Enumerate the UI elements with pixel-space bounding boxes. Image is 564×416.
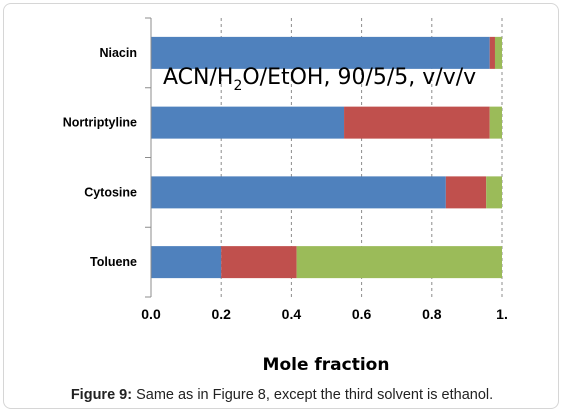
caption-text: Same as in Figure 8, except the third so… [132, 387, 494, 403]
x-tick-label: 1. [496, 306, 508, 322]
x-tick-label: 0.8 [422, 306, 442, 322]
x-tick-label: 0.0 [141, 306, 161, 322]
bar-cytosine-segment-2 [445, 176, 487, 209]
stacked-bar-chart: Niacin Nortriptyline Cytosine Toluene 0.0 0.2… [63, 17, 508, 375]
axes [145, 17, 152, 298]
bar-cytosine-segment-1 [151, 176, 446, 209]
category-label: Toluene [90, 255, 137, 269]
labels: Niacin Nortriptyline Cytosine Toluene 0.0 0.2… [63, 46, 508, 322]
bars [151, 36, 502, 279]
bar-niacin-segment-3 [494, 36, 502, 69]
x-axis-label: Mole fraction [263, 355, 390, 375]
bar-nortriptyline-segment-2 [344, 106, 490, 139]
annotation-main: ACN/H [163, 65, 233, 90]
x-tick-label: 0.6 [352, 306, 372, 322]
bar-nortriptyline-segment-1 [151, 106, 345, 139]
category-label: Nortriptyline [63, 116, 137, 130]
grid-lines [220, 18, 503, 297]
bar-cytosine-segment-3 [486, 176, 502, 209]
bar-toluene-segment-1 [151, 246, 222, 279]
bar-toluene-segment-2 [221, 246, 297, 279]
chart-annotation: ACN/H2O/EtOH, 90/5/5, v/v/v [163, 65, 476, 94]
caption-label: Figure 9: [70, 387, 133, 403]
x-tick-label: 0.4 [282, 306, 302, 322]
x-tick-label: 0.2 [211, 306, 231, 322]
category-label: Cytosine [84, 185, 137, 199]
annotation-rest: O/EtOH, 90/5/5, v/v/v [242, 65, 476, 90]
bar-niacin-segment-2 [489, 36, 495, 69]
category-label: Niacin [99, 46, 137, 60]
figure-caption: Figure 9: Same as in Figure 8, except th… [0, 387, 564, 403]
annotation-subscript: 2 [233, 78, 242, 94]
bar-nortriptyline-segment-3 [489, 106, 502, 139]
bar-niacin-segment-1 [151, 36, 490, 69]
bar-toluene-segment-3 [296, 246, 502, 279]
